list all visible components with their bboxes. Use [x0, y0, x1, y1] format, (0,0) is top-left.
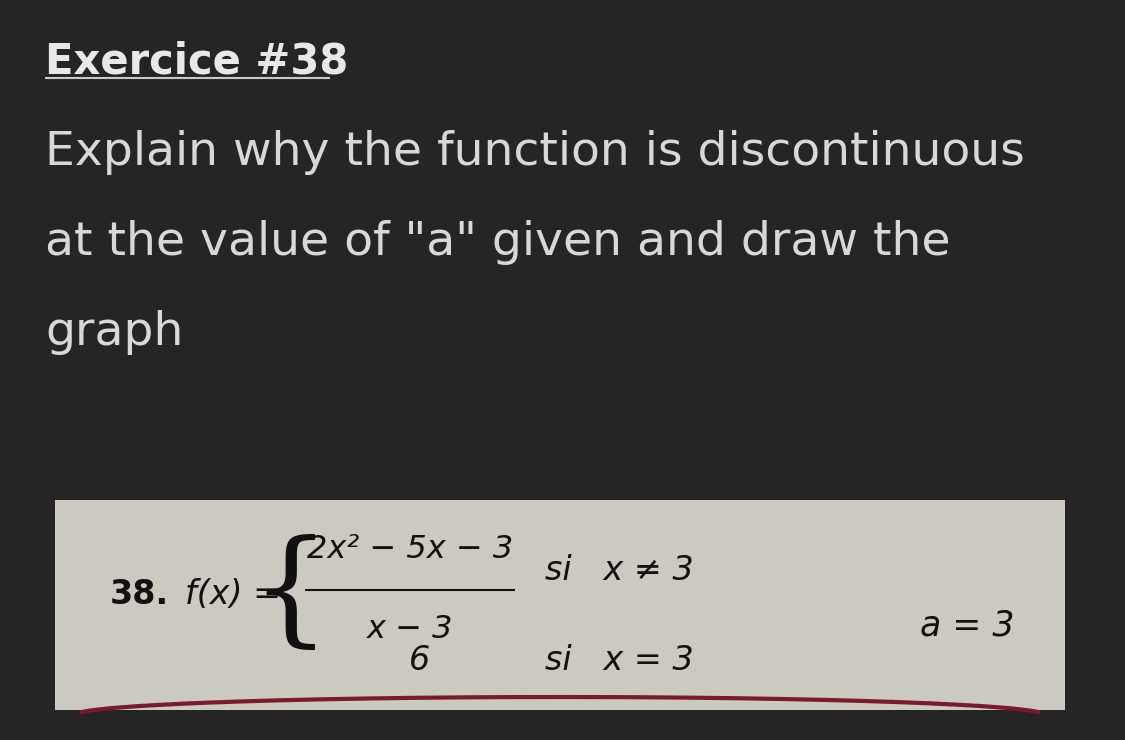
Text: Exercice #38: Exercice #38: [45, 40, 349, 82]
Text: {: {: [250, 534, 330, 656]
FancyBboxPatch shape: [55, 500, 1065, 710]
Text: si   x ≠ 3: si x ≠ 3: [544, 554, 694, 587]
Text: graph: graph: [45, 310, 183, 355]
Text: f(x) =: f(x) =: [184, 579, 281, 611]
Text: Explain why the function is discontinuous: Explain why the function is discontinuou…: [45, 130, 1025, 175]
Text: x − 3: x − 3: [367, 614, 453, 645]
Text: si   x = 3: si x = 3: [544, 644, 694, 676]
Text: at the value of "a" given and draw the: at the value of "a" given and draw the: [45, 220, 951, 265]
Text: a = 3: a = 3: [920, 608, 1015, 642]
Text: 6: 6: [410, 644, 431, 676]
Text: 2x² − 5x − 3: 2x² − 5x − 3: [307, 534, 513, 565]
Text: 38.: 38.: [110, 579, 169, 611]
